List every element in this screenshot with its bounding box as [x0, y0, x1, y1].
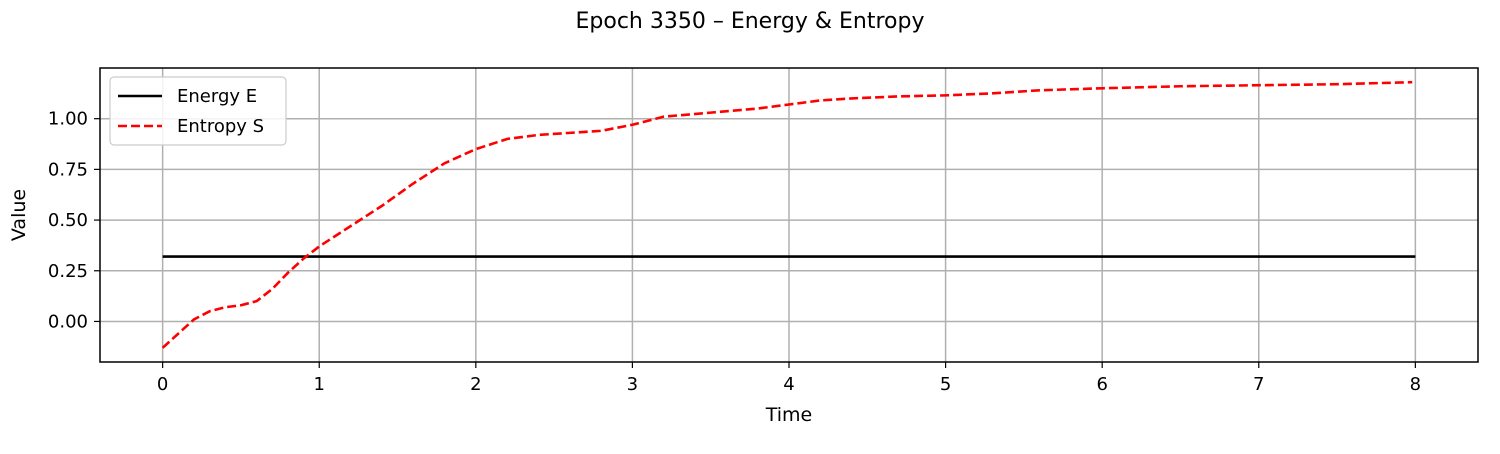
legend-box: [109, 76, 287, 146]
x-axis-label: Time: [765, 404, 813, 426]
y-tick-label: 0.50: [48, 210, 88, 231]
x-tick-label: 0: [157, 374, 168, 395]
chart-title: Epoch 3350 – Energy & Entropy: [576, 9, 925, 34]
x-tick-label: 6: [1096, 374, 1107, 395]
x-tick-label: 4: [783, 374, 794, 395]
x-axis-ticks: 0 1 2 3 4 5 6 7 8: [157, 362, 1421, 395]
y-axis-label: Value: [8, 189, 30, 241]
x-tick-label: 7: [1253, 374, 1264, 395]
y-tick-label: 0.75: [48, 159, 88, 180]
x-tick-label: 3: [627, 374, 638, 395]
chart-legend: Energy E Entropy S: [109, 76, 287, 146]
grid-lines: [100, 68, 1478, 362]
legend-label: Energy E: [177, 86, 257, 107]
series-line-entropy: [161, 80, 1413, 349]
x-tick-label: 5: [940, 374, 951, 395]
series-lines: [161, 80, 1416, 349]
y-tick-label: 1.00: [48, 109, 88, 130]
x-tick-label: 8: [1410, 374, 1421, 395]
y-axis-ticks: 0.00 0.25 0.50 0.75 1.00: [48, 109, 100, 332]
x-tick-label: 2: [470, 374, 481, 395]
y-tick-label: 0.25: [48, 261, 88, 282]
y-tick-label: 0.00: [48, 311, 88, 332]
legend-label: Entropy S: [177, 116, 264, 137]
x-tick-label: 1: [314, 374, 325, 395]
